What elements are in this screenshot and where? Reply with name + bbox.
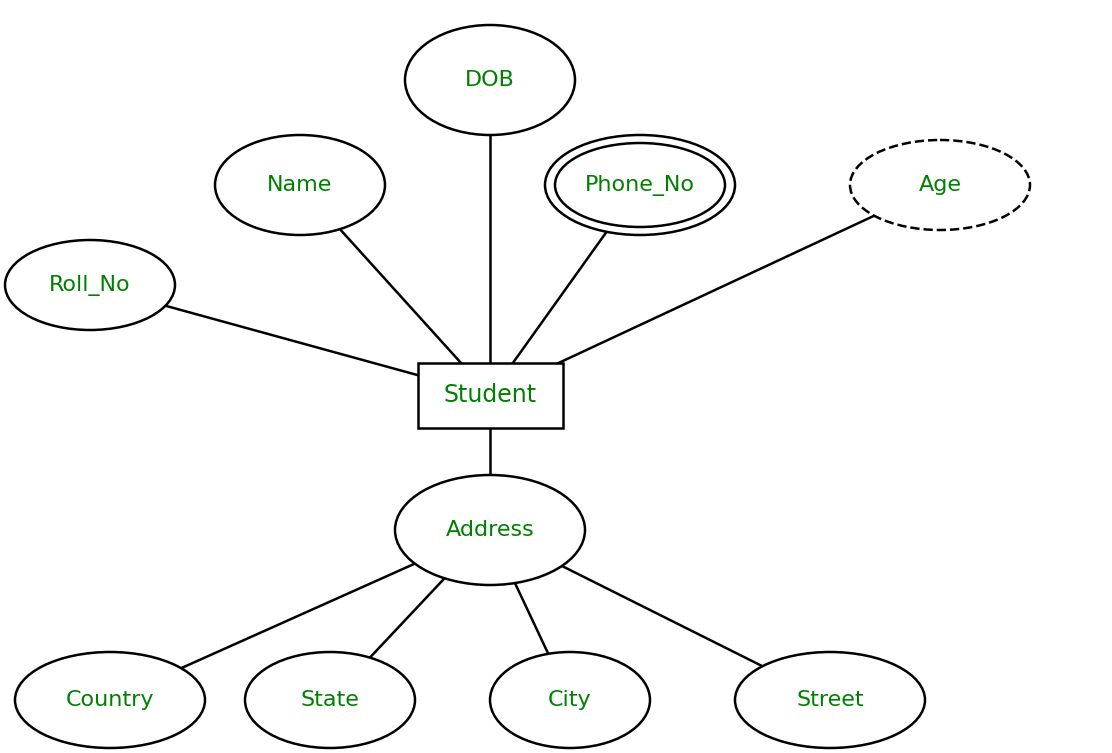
Ellipse shape [405, 25, 575, 135]
Text: Roll_No: Roll_No [49, 275, 131, 295]
Text: Street: Street [796, 690, 864, 710]
Ellipse shape [395, 475, 585, 585]
Ellipse shape [4, 240, 175, 330]
FancyBboxPatch shape [417, 362, 563, 428]
Ellipse shape [545, 135, 735, 235]
Ellipse shape [735, 652, 925, 748]
Text: Student: Student [444, 383, 537, 407]
Ellipse shape [555, 143, 725, 227]
Ellipse shape [14, 652, 205, 748]
Ellipse shape [490, 652, 651, 748]
Text: City: City [548, 690, 592, 710]
Text: DOB: DOB [465, 70, 515, 90]
Ellipse shape [215, 135, 385, 235]
Text: State: State [300, 690, 359, 710]
Ellipse shape [245, 652, 415, 748]
Text: Name: Name [267, 175, 332, 195]
Ellipse shape [850, 140, 1030, 230]
Text: Age: Age [919, 175, 962, 195]
Text: Address: Address [446, 520, 535, 540]
Text: Country: Country [66, 690, 155, 710]
Text: Phone_No: Phone_No [585, 175, 695, 196]
